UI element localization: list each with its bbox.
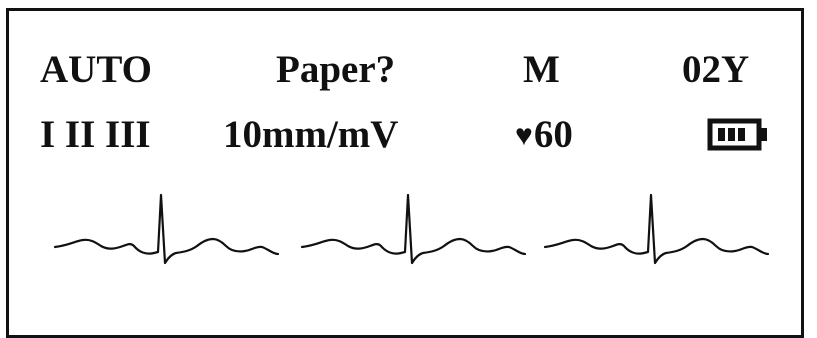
ecg-waveform-strip — [53, 193, 770, 265]
heart-rate-value: 60 — [533, 113, 573, 156]
heart-icon: ♥ — [515, 118, 533, 152]
mode-indicator: AUTO — [40, 48, 152, 91]
paper-status: Paper? — [276, 48, 396, 91]
gain-setting: 10mm/mV — [223, 113, 399, 156]
lead-selection: I II III — [40, 113, 151, 156]
patient-gender: M — [523, 48, 560, 91]
patient-age: 02Y — [682, 48, 750, 91]
heart-rate-display: ♥ 60 — [515, 115, 573, 154]
ecg-waveform-lead-3 — [543, 193, 770, 265]
battery-icon — [707, 118, 767, 151]
ecg-waveform-lead-2 — [300, 193, 527, 265]
ecg-waveform-lead-1 — [53, 193, 280, 265]
